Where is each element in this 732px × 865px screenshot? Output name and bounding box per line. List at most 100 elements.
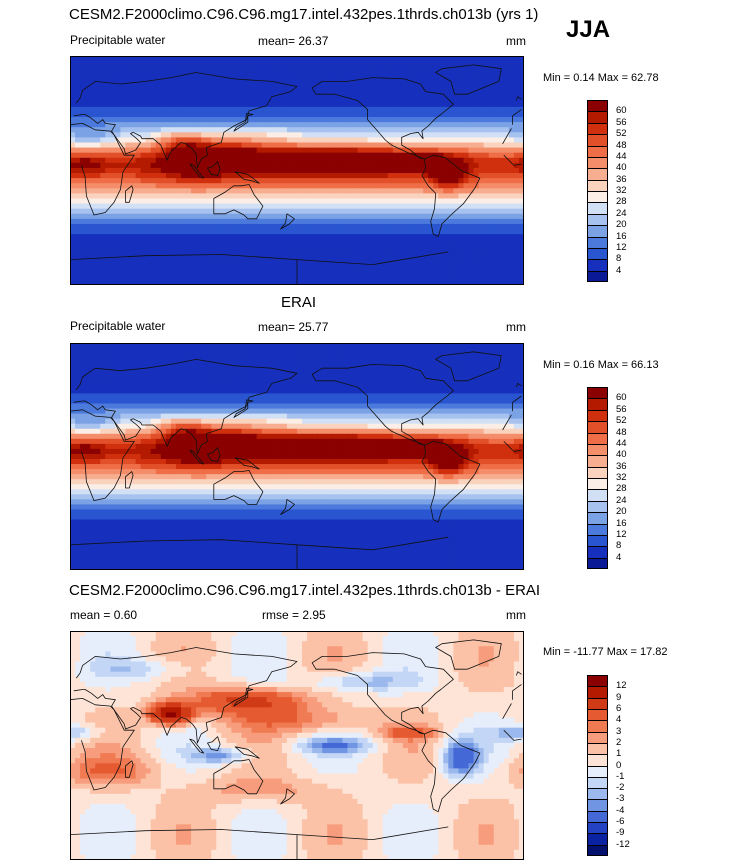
colorbar-swatch	[587, 822, 608, 834]
units-label: mm	[506, 34, 526, 48]
colorbar-swatch	[587, 179, 608, 191]
colorbar-tick-label: 16	[616, 517, 627, 529]
colorbar	[587, 387, 608, 569]
colorbar-swatch	[587, 754, 608, 766]
colorbar-tick-label: 40	[616, 162, 627, 174]
colorbar-swatch	[587, 810, 608, 823]
rmse-label: rmse = 2.95	[262, 608, 326, 622]
colorbar-swatch	[587, 259, 608, 271]
panel-title: ERAI	[281, 294, 317, 311]
colorbar	[587, 675, 608, 856]
colorbar-swatch	[587, 398, 608, 410]
colorbar-tick-label: -12	[616, 838, 630, 850]
colorbar-swatch	[587, 443, 608, 456]
colorbar-tick-label: -3	[616, 793, 625, 805]
colorbar-swatch	[587, 697, 608, 709]
colorbar-tick-label: 36	[616, 173, 627, 185]
colorbar-tick-label: 9	[616, 691, 622, 703]
colorbar-swatch	[587, 489, 608, 501]
colorbar-tick-label: -6	[616, 816, 625, 828]
colorbar-swatch	[587, 523, 608, 535]
colorbar-swatch	[587, 512, 608, 524]
colorbar-swatch	[587, 191, 608, 203]
colorbar-swatch	[587, 731, 608, 743]
variable-label: Precipitable water	[70, 319, 166, 333]
colorbar-swatch	[587, 844, 608, 856]
colorbar-tick-label: 0	[616, 759, 622, 771]
colorbar-swatch	[587, 788, 608, 800]
colorbar-tick-label: 4	[616, 714, 622, 726]
colorbar-tick-label: -4	[616, 804, 625, 816]
colorbar-swatch	[587, 409, 608, 422]
colorbar-swatch	[587, 557, 608, 569]
colorbar-swatch	[587, 111, 608, 123]
variable-label: Precipitable water	[70, 33, 166, 47]
colorbar-tick-label: 2	[616, 736, 622, 748]
colorbar-swatch	[587, 742, 608, 755]
colorbar-swatch	[587, 686, 608, 698]
colorbar-swatch	[587, 225, 608, 237]
precipitable-water-map	[70, 56, 524, 285]
colorbar-swatch	[587, 213, 608, 226]
colorbar-tick-label: 44	[616, 150, 627, 162]
colorbar-tick-label: -9	[616, 827, 625, 839]
colorbar-tick-label: 32	[616, 472, 627, 483]
colorbar-swatch	[587, 421, 608, 433]
colorbar-tick-label: 28	[616, 196, 627, 208]
colorbar-swatch	[587, 500, 608, 513]
colorbar-swatch	[587, 387, 608, 399]
colorbar-tick-label: 32	[616, 185, 627, 196]
colorbar-swatch	[587, 799, 608, 811]
colorbar-tick-label: 20	[616, 506, 627, 518]
colorbar-swatch	[587, 122, 608, 135]
colorbar-tick-label: 16	[616, 230, 627, 242]
colorbar-tick-label: 28	[616, 483, 627, 495]
colorbar-tick-label: 44	[616, 437, 627, 449]
colorbar-tick-label: 6	[616, 702, 622, 714]
colorbar-swatch	[587, 765, 608, 777]
units-label: mm	[506, 320, 526, 334]
colorbar-tick-label: 20	[616, 219, 627, 231]
panel-title: CESM2.F2000climo.C96.C96.mg17.intel.432p…	[69, 6, 539, 23]
colorbar-tick-label: 1	[616, 748, 622, 760]
colorbar-tick-label: 12	[616, 680, 627, 692]
min-max-label: Min = 0.16 Max = 66.13	[543, 359, 659, 371]
mean-label: mean= 25.77	[258, 320, 329, 334]
colorbar-tick-label: 36	[616, 460, 627, 472]
colorbar-tick-label: 24	[616, 494, 627, 506]
colorbar-tick-label: 48	[616, 426, 627, 438]
colorbar-tick-label: 40	[616, 449, 627, 461]
colorbar-tick-label: -1	[616, 770, 625, 782]
colorbar-swatch	[587, 432, 608, 444]
colorbar-tick-label: 12	[616, 241, 627, 253]
colorbar-swatch	[587, 202, 608, 214]
colorbar-swatch	[587, 168, 608, 180]
mean-label: mean= 26.37	[258, 34, 329, 48]
colorbar-swatch	[587, 534, 608, 547]
colorbar-tick-label: 12	[616, 528, 627, 540]
mean-label: mean = 0.60	[70, 608, 138, 622]
colorbar-tick-label: 52	[616, 415, 627, 427]
colorbar-tick-label: 52	[616, 128, 627, 140]
colorbar-swatch	[587, 546, 608, 558]
colorbar-tick-label: 56	[616, 116, 627, 128]
colorbar-swatch	[587, 270, 608, 282]
panel-title: CESM2.F2000climo.C96.C96.mg17.intel.432p…	[69, 582, 541, 599]
min-max-label: Min = -11.77 Max = 17.82	[543, 646, 668, 658]
colorbar-tick-label: 60	[616, 105, 627, 117]
colorbar-tick-label: 24	[616, 207, 627, 219]
units-label: mm	[506, 608, 526, 622]
colorbar-tick-label: 8	[616, 540, 622, 552]
colorbar-swatch	[587, 708, 608, 721]
colorbar-swatch	[587, 455, 608, 467]
colorbar-tick-label: -2	[616, 782, 625, 794]
colorbar-swatch	[587, 833, 608, 845]
colorbar-swatch	[587, 720, 608, 732]
colorbar-tick-label: 56	[616, 403, 627, 415]
season-label: JJA	[566, 16, 611, 43]
colorbar-swatch	[587, 247, 608, 260]
colorbar-swatch	[587, 675, 608, 687]
colorbar-tick-label: 48	[616, 139, 627, 151]
colorbar-swatch	[587, 478, 608, 490]
colorbar-tick-label: 8	[616, 253, 622, 265]
